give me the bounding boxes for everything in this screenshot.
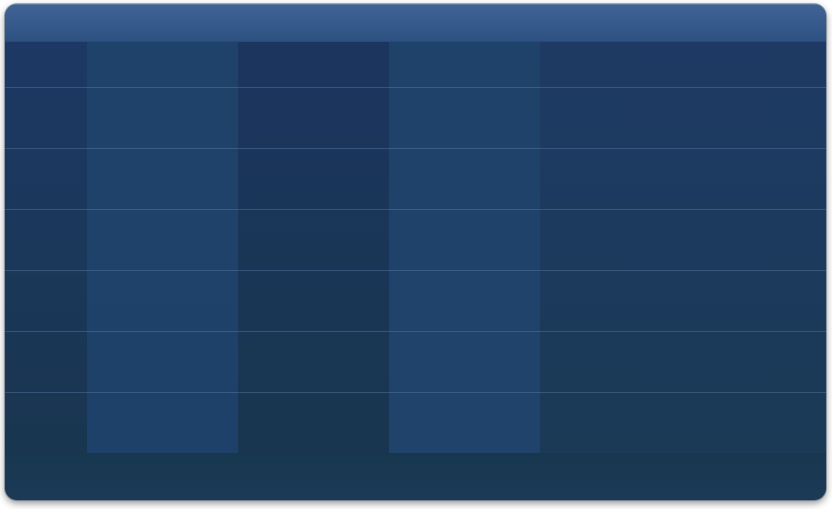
row-divider [5,270,826,271]
table-column-1 [5,42,87,453]
table-column-5 [540,42,826,453]
table-column-4 [389,42,540,453]
row-divider [5,392,826,393]
table-panel [5,4,826,500]
row-divider [5,148,826,149]
table-body [5,42,826,453]
table-header [5,4,826,42]
table-column-2 [87,42,238,453]
row-divider [5,87,826,88]
row-divider [5,331,826,332]
table-column-3 [238,42,389,453]
table-footer [5,453,826,500]
row-divider [5,209,826,210]
